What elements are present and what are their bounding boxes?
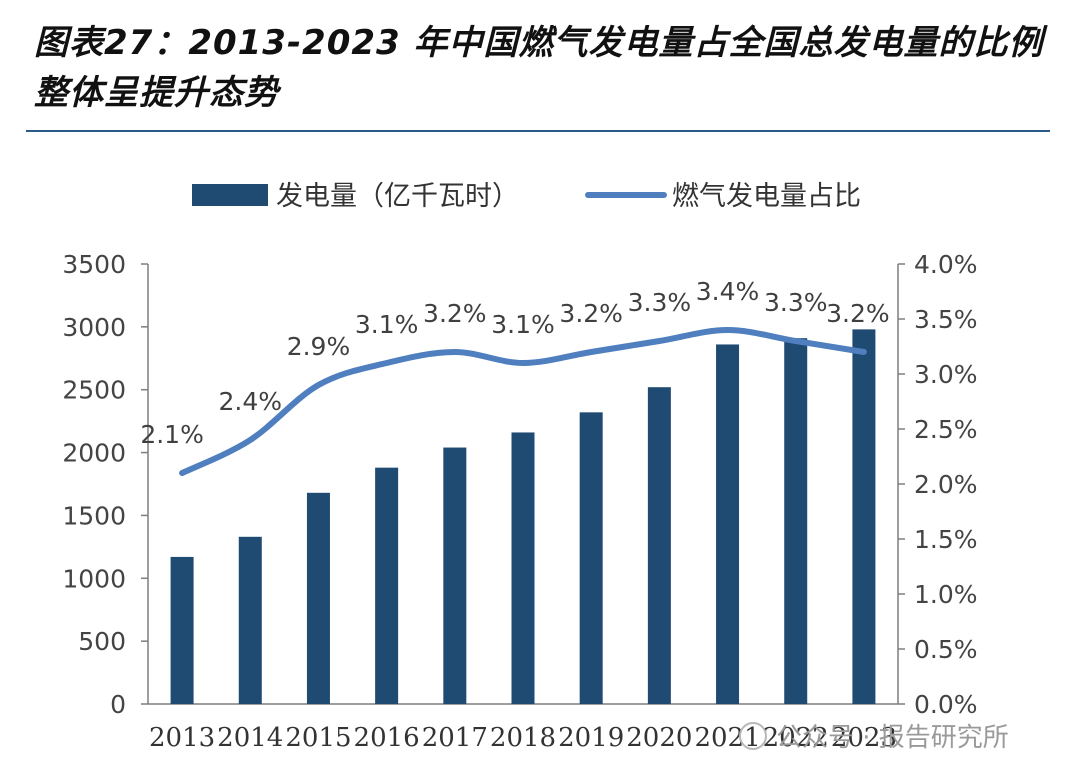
data-labels: 2.1%2.4%2.9%3.1% 3.2% 3.1% 3.2% 3.3% 3.4% 3.3%… (140, 277, 889, 449)
bar (443, 447, 467, 704)
watermark: 公众号 · 报告研究所 (739, 722, 1009, 753)
watermark-text: 公众号 · 报告研究所 (776, 723, 1009, 753)
bar (579, 412, 603, 704)
title-divider (26, 130, 1050, 132)
line-data-label: 3.3% (628, 288, 692, 317)
y-left-tick-label: 500 (78, 627, 126, 656)
x-tick-label: 2019 (558, 723, 624, 753)
y-left-tick-label: 2500 (62, 376, 126, 405)
x-tick-label: 2022 (763, 723, 829, 753)
y-left-tick-label: 3000 (62, 313, 126, 342)
bar (784, 338, 808, 704)
bar (238, 536, 262, 704)
bar-series (170, 329, 876, 704)
bar (375, 467, 399, 704)
line-data-label: 3.2% (423, 299, 487, 328)
line-data-label: 3.4% (696, 277, 760, 306)
x-tick-label: 2023 (831, 723, 897, 753)
bar (647, 387, 671, 704)
bar (511, 432, 535, 704)
bar (852, 329, 876, 704)
x-tick-label: 2020 (626, 723, 692, 753)
x-tick-label: 2018 (490, 723, 556, 753)
line-data-label: 2.4% (219, 387, 283, 416)
line-data-label: 2.9% (287, 332, 351, 361)
chart-title: 图表27：2013-2023 年中国燃气发电量占全国总发电量的比例整体呈提升态势 (34, 23, 1044, 113)
line-data-label: 3.2% (559, 299, 623, 328)
y-right-tick-label: 3.5% (914, 305, 978, 334)
legend-line-label: 燃气发电量占比 (672, 181, 861, 212)
line-data-label: 2.1% (140, 420, 204, 449)
line-data-label: 3.2% (826, 299, 890, 328)
line-data-label: 3.1% (355, 310, 419, 339)
y-right-tick-label: 2.5% (914, 415, 978, 444)
wechat-icon (739, 722, 767, 750)
bar (170, 556, 194, 704)
x-tick-label: 2017 (422, 723, 488, 753)
y-right-tick-label: 1.0% (914, 580, 978, 609)
y-left-tick-label: 1500 (62, 501, 126, 530)
line-data-label: 3.3% (764, 288, 828, 317)
y-right-tick-label: 0.0% (914, 690, 978, 719)
line-series (179, 327, 867, 476)
bar (306, 492, 330, 704)
x-tick-label: 2015 (285, 723, 351, 753)
legend-bar-swatch (192, 184, 268, 206)
x-tick-label: 2014 (217, 723, 283, 753)
y-right-tick-label: 0.5% (914, 635, 978, 664)
bar (716, 344, 740, 704)
y-right-tick-label: 3.0% (914, 360, 978, 389)
legend-bar-label: 发电量（亿千瓦时） (276, 181, 519, 212)
y-left-tick-label: 2000 (62, 439, 126, 468)
y-right-tick-label: 4.0% (914, 250, 978, 279)
share-line (179, 327, 867, 476)
axes: 0 500 1000 1500 2000 2500 3000 3500 0.0% 0.5% 1.0%… (62, 250, 977, 753)
y-left-tick-label: 3500 (62, 250, 126, 279)
legend: 发电量（亿千瓦时） 燃气发电量占比 (192, 181, 861, 212)
y-left-tick-label: 0 (110, 690, 126, 719)
line-data-label: 3.1% (491, 310, 555, 339)
y-right-tick-label: 1.5% (914, 525, 978, 554)
y-right-tick-label: 2.0% (914, 470, 978, 499)
x-tick-label: 2013 (149, 723, 215, 753)
x-tick-label: 2016 (354, 723, 420, 753)
y-left-tick-label: 1000 (62, 564, 126, 593)
